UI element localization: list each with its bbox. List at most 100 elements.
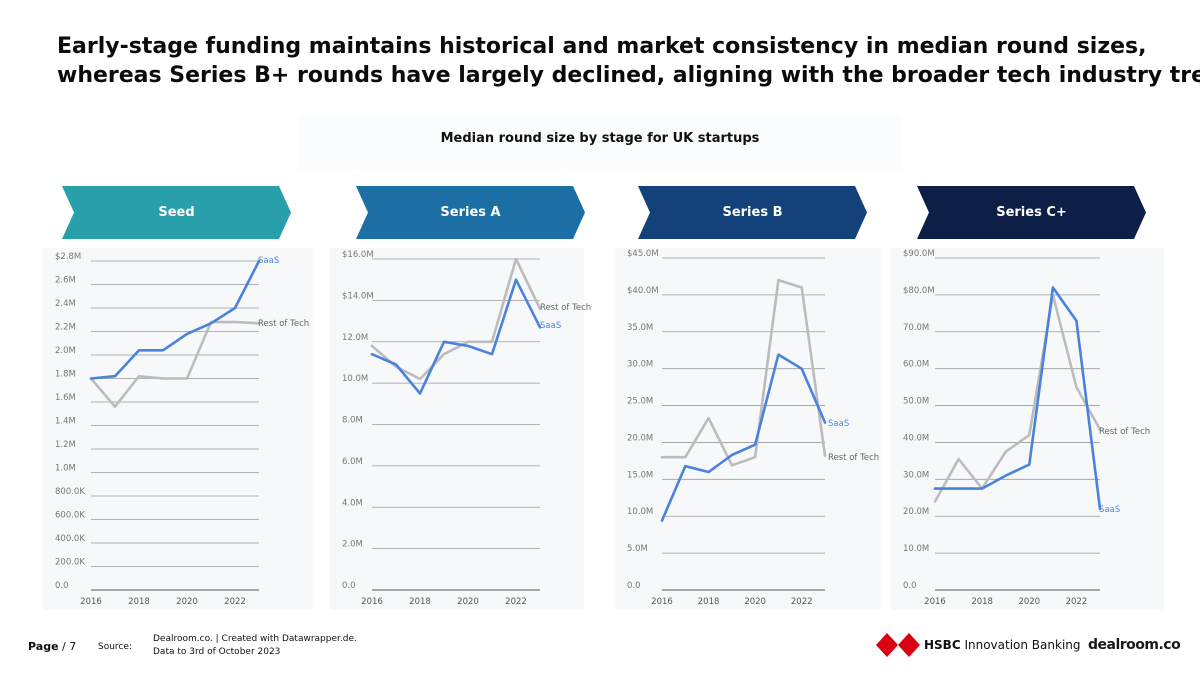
y-tick-label: $90.0M (903, 249, 935, 259)
series-label-saas: SaaS (1099, 505, 1120, 515)
banner-series-a-shape (356, 186, 585, 239)
x-tick-label: 2022 (791, 597, 813, 607)
banner-series-a: Series A (356, 186, 585, 239)
chart-series-b: 0.0 5.0M 10.0M 15.0M 20.0M 25.0M 30.0M 35.0M $40… (627, 249, 879, 607)
x-tick-label: 2016 (924, 597, 946, 607)
banner-seed-label: Seed (158, 205, 195, 220)
banner-seed: Seed (62, 186, 291, 239)
panel-series-c: 0.0 10.0M 20.0M 30.0M 40.0M 50.0M 60.0M 70.0M $8… (891, 248, 1164, 610)
headline-line-2: whereas Series B+ rounds have largely de… (57, 63, 1200, 88)
y-tick-label: 20.0M (627, 433, 653, 443)
series-label-rest-of-tech: Rest of Tech (540, 303, 591, 313)
y-tick-label: 800.0K (55, 487, 85, 497)
series-line-saas (933, 286, 1102, 511)
y-tick-label: 0.0 (55, 581, 69, 591)
series-line-rest-of-tech (933, 293, 1102, 503)
y-tick-label: 30.0M (903, 470, 929, 480)
source-line-1: Dealroom.co. | Created with Datawrapper.… (153, 634, 357, 644)
banner-series-c-label: Series C+ (996, 205, 1067, 220)
y-tick-label: 10.0M (903, 544, 929, 554)
headline-line-1: Early-stage funding maintains historical… (57, 34, 1147, 59)
x-tick-label: 2020 (457, 597, 479, 607)
banner-series-b-shape (638, 186, 867, 239)
banner-series-a-label: Series A (440, 205, 501, 220)
x-tick-label: 2022 (224, 597, 246, 607)
y-tick-label: 15.0M (627, 470, 653, 480)
y-tick-label: 1.8M (55, 370, 76, 380)
y-tick-label: $16.0M (342, 250, 374, 260)
y-tick-label: $45.0M (627, 249, 659, 259)
y-tick-label: $14.0M (342, 291, 374, 301)
y-tick-label: 200.0K (55, 558, 85, 568)
y-tick-label: 8.0M (342, 416, 363, 426)
y-tick-label: 2.2M (55, 323, 76, 333)
series-line-saas (370, 278, 542, 395)
y-tick-label: 400.0K (55, 534, 85, 544)
subtitle-background (298, 116, 902, 170)
chart-seed: 0.0 200.0K 400.0K 600.0K 800.0K 1.0M 1.2M 1.4M 1… (55, 252, 309, 607)
banner-series-c-shape (917, 186, 1146, 239)
y-tick-label: 0.0 (627, 581, 641, 591)
x-tick-label: 2020 (1018, 597, 1040, 607)
panel-series-a: 0.0 2.0M 4.0M 6.0M 8.0M 10.0M 12.0M $14.0M $16.0… (330, 248, 591, 610)
y-tick-label: 2.4M (55, 299, 76, 309)
source-label: Source: (98, 642, 132, 652)
page-indicator: Page / 7 (28, 640, 76, 653)
banner-series-b: Series B (638, 186, 867, 239)
y-tick-label: 60.0M (903, 360, 929, 370)
y-tick-label: 10.0M (627, 507, 653, 517)
y-tick-label: 600.0K (55, 511, 85, 521)
y-tick-label: 6.0M (342, 457, 363, 467)
x-tick-label: 2020 (744, 597, 766, 607)
hsbc-rest-text: Innovation Banking (960, 638, 1081, 652)
page-label: Page (28, 640, 59, 653)
series-label-rest-of-tech: Rest of Tech (258, 319, 309, 329)
y-tick-label: 35.0M (627, 323, 653, 333)
y-tick-label: 50.0M (903, 397, 929, 407)
y-tick-label: 70.0M (903, 323, 929, 333)
y-tick-label: 1.6M (55, 393, 76, 403)
y-tick-label: 5.0M (627, 544, 648, 554)
x-tick-label: 2022 (1066, 597, 1088, 607)
series-label-rest-of-tech: Rest of Tech (1099, 427, 1150, 437)
chart-subtitle: Median round size by stage for UK startu… (440, 131, 760, 146)
chart-series-c: 0.0 10.0M 20.0M 30.0M 40.0M 50.0M 60.0M 70.0M $8… (903, 249, 1150, 607)
hsbc-hexagon-logo (876, 633, 920, 657)
y-tick-label: 12.0M (342, 333, 368, 343)
x-tick-label: 2016 (651, 597, 673, 607)
x-tick-label: 2018 (698, 597, 720, 607)
y-tick-label: $80.0M (903, 286, 935, 296)
y-tick-label: 25.0M (627, 397, 653, 407)
x-tick-label: 2022 (505, 597, 527, 607)
x-tick-label: 2020 (176, 597, 198, 607)
banner-series-c: Series C+ (917, 186, 1146, 239)
y-tick-label: 20.0M (903, 507, 929, 517)
series-label-rest-of-tech: Rest of Tech (828, 453, 879, 463)
y-tick-label: 1.2M (55, 440, 76, 450)
y-tick-label: 40.0M (903, 433, 929, 443)
panel-seed: 0.0 200.0K 400.0K 600.0K 800.0K 1.0M 1.2M 1.4M 1… (43, 248, 313, 610)
dealroom-logo: dealroom.co (1088, 637, 1181, 653)
x-tick-label: 2018 (128, 597, 150, 607)
series-line-rest-of-tech (660, 278, 827, 467)
source-line-2: Data to 3rd of October 2023 (153, 647, 281, 657)
y-tick-label: 2.0M (55, 346, 76, 356)
y-tick-label: 4.0M (342, 498, 363, 508)
y-tick-label: 0.0 (903, 581, 917, 591)
chart-series-a: 0.0 2.0M 4.0M 6.0M 8.0M 10.0M 12.0M $14.0M $16.0… (342, 250, 591, 607)
x-tick-label: 2018 (409, 597, 431, 607)
series-label-saas: SaaS (258, 256, 279, 266)
series-line-rest-of-tech (370, 257, 542, 381)
panel-series-b: 0.0 5.0M 10.0M 15.0M 20.0M 25.0M 30.0M 35.0M $40… (615, 248, 881, 610)
banner-seed-shape (62, 186, 291, 239)
y-tick-label: 30.0M (627, 360, 653, 370)
x-tick-label: 2018 (971, 597, 993, 607)
series-line-rest-of-tech (89, 320, 261, 408)
x-tick-label: 2016 (361, 597, 383, 607)
y-tick-label: 10.0M (342, 374, 368, 384)
hsbc-innovation-banking-logo: HSBC Innovation Banking (924, 638, 1081, 652)
banner-series-b-label: Series B (722, 205, 783, 220)
headline: Early-stage funding maintains historical… (57, 32, 1200, 90)
y-tick-label: 2.6M (55, 276, 76, 286)
series-label-saas: SaaS (828, 419, 849, 429)
